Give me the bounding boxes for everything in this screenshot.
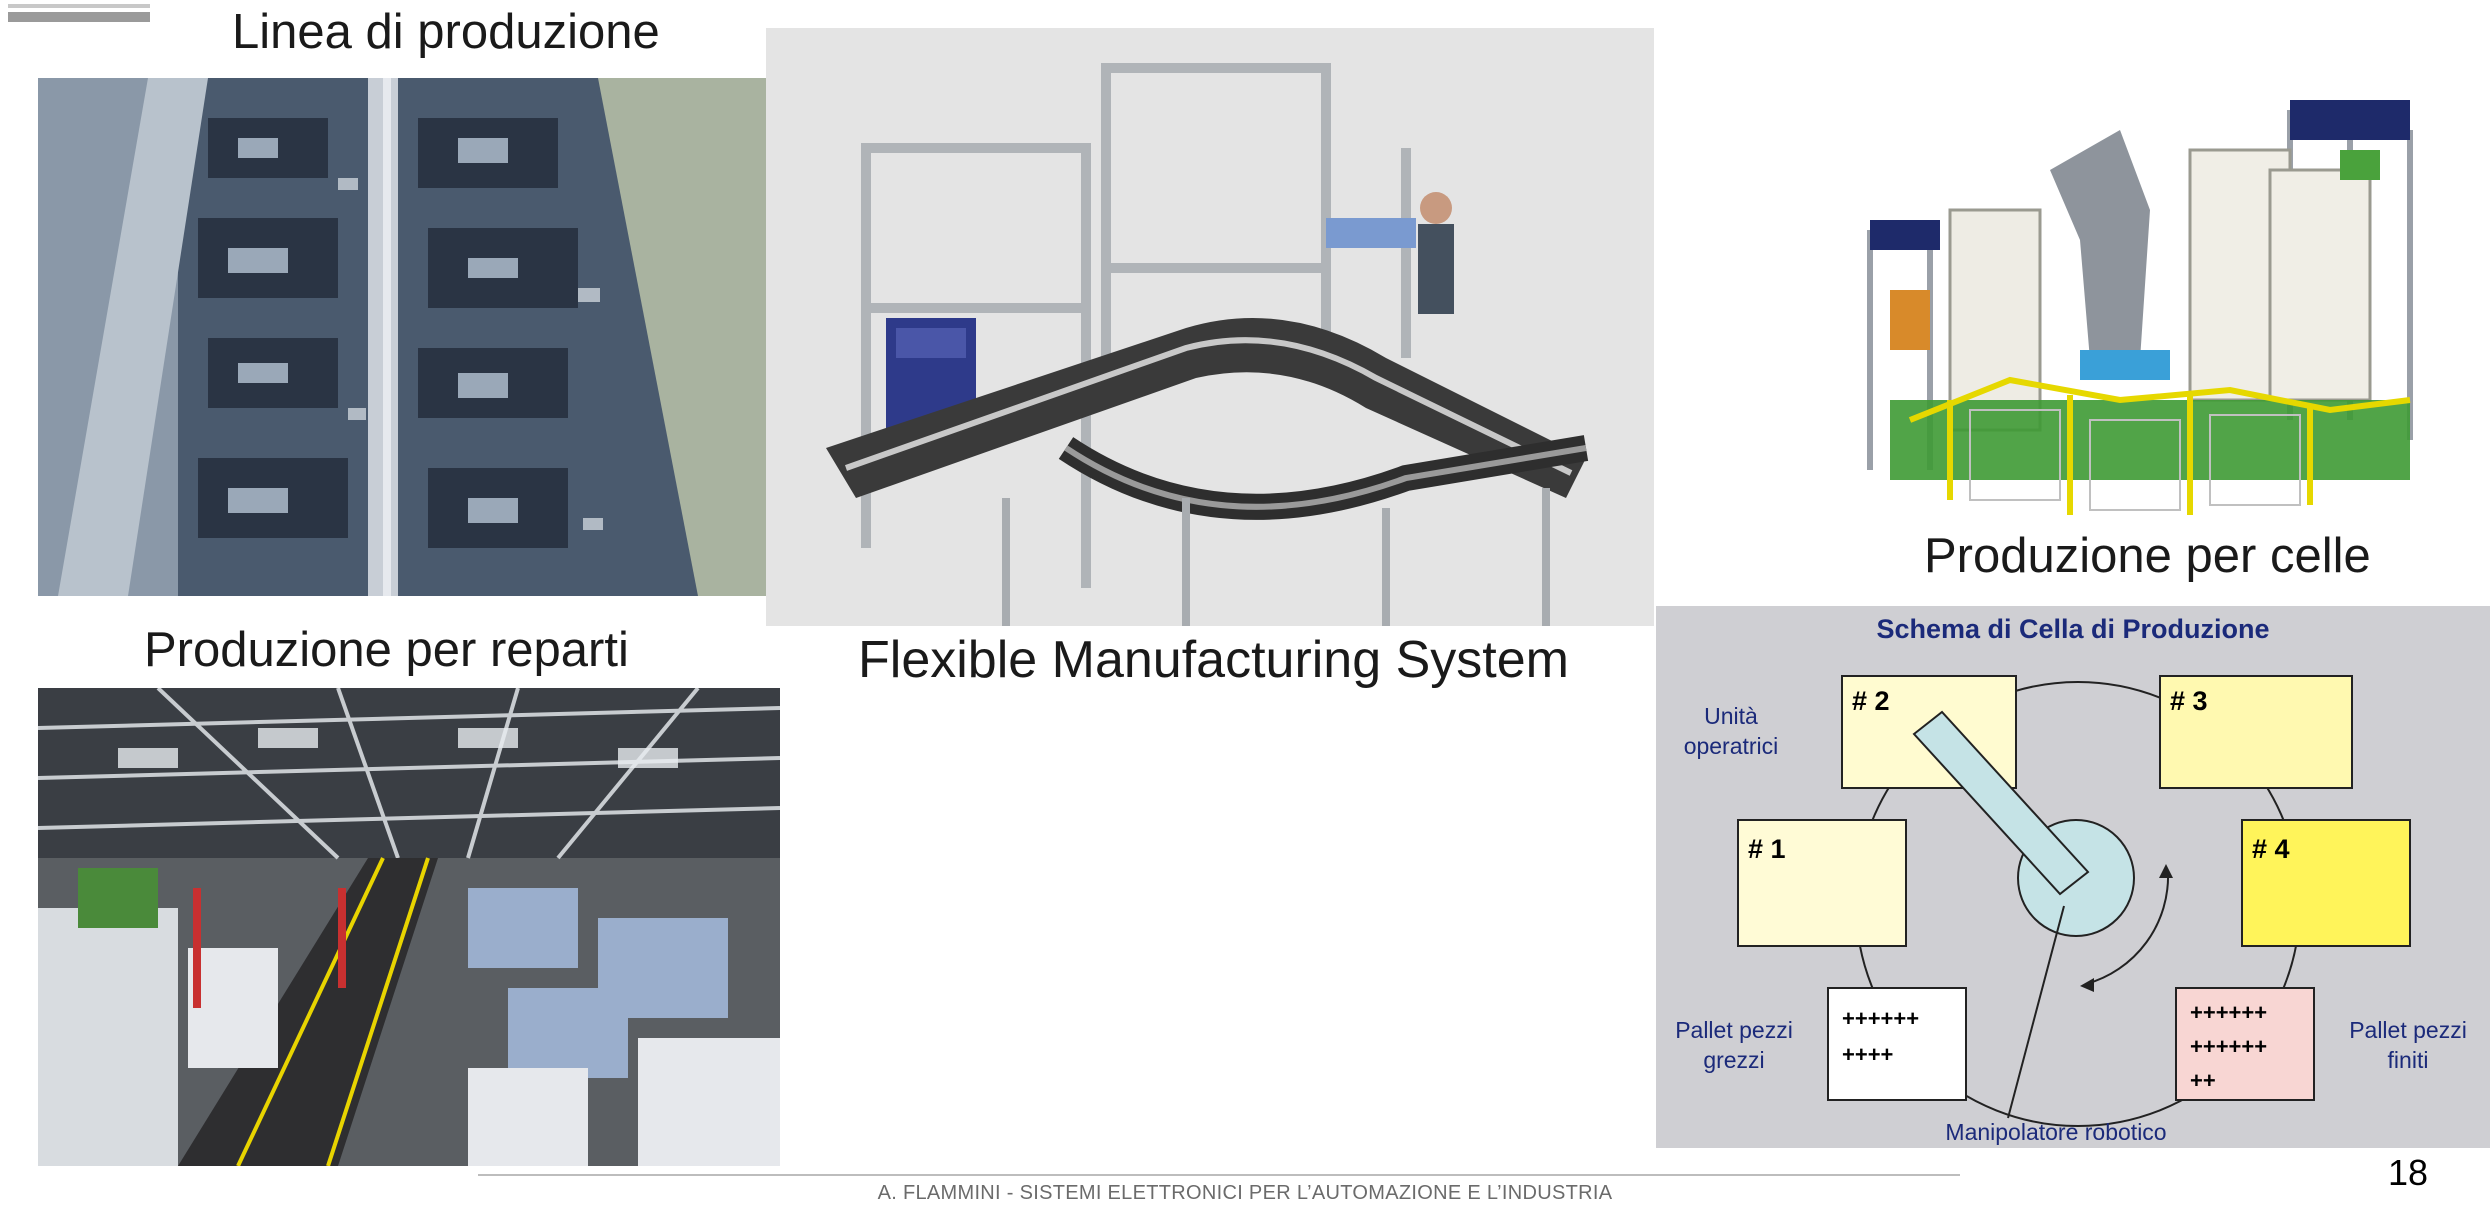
station-label-1: # 1 [1748,834,1786,864]
photo-factory-hall [38,688,780,1166]
label-pallet-finished-line1: Pallet pezzi [2349,1017,2467,1043]
label-manipulator: Manipolatore robotico [1945,1119,2166,1145]
photo-fms [766,28,1654,626]
footer-divider [478,1174,1960,1176]
station-box-4 [2241,819,2411,947]
pallet-raw-row-2: ++++ [1842,1042,1893,1067]
label-unita-line2: operatrici [1684,733,1779,759]
caption-fms: Flexible Manufacturing System [858,631,1569,689]
photo-production-line [38,78,766,596]
schema-title: Schema di Cella di Produzione [1876,614,2269,644]
production-cell-schema: Schema di Cella di Produzione # 2 # 3 # … [1656,606,2490,1148]
label-pallet-finished-line2: finiti [2388,1047,2429,1073]
pallet-raw-box [1827,987,1967,1101]
corner-accent [8,12,150,22]
photo-robotic-cell [1850,0,2442,522]
label-pallet-raw-line2: grezzi [1703,1047,1764,1073]
pallet-raw-row-1: ++++++ [1842,1006,1919,1031]
caption-celle: Produzione per celle [1924,529,2371,583]
pallet-finished-box [2175,987,2315,1101]
station-label-4: # 4 [2252,834,2290,864]
label-unita-line1: Unità [1704,703,1758,729]
label-pallet-raw-line1: Pallet pezzi [1675,1017,1793,1043]
rotation-arrow [2085,871,2170,985]
pallet-finished-row-1: ++++++ [2190,1000,2267,1025]
manipulator-pointer [2007,905,2065,1119]
pallet-finished-row-3: ++ [2190,1068,2216,1093]
station-box-1 [1737,819,1907,947]
pallet-finished-row-2: ++++++ [2190,1034,2267,1059]
caption-linea: Linea di produzione [232,5,660,59]
rotation-arrowhead-bottom [2080,978,2094,992]
robot-arm [1912,710,2090,896]
station-label-3: # 3 [2170,686,2208,716]
corner-accent-top [8,4,150,8]
station-box-3 [2159,675,2353,789]
page-number: 18 [2387,1152,2428,1193]
rotation-arrowhead-top [2159,864,2173,878]
caption-reparti: Produzione per reparti [144,623,629,677]
footer-text: A. FLAMMINI - SISTEMI ELETTRONICI PER L’… [877,1182,1613,1204]
station-label-2: # 2 [1852,686,1890,716]
